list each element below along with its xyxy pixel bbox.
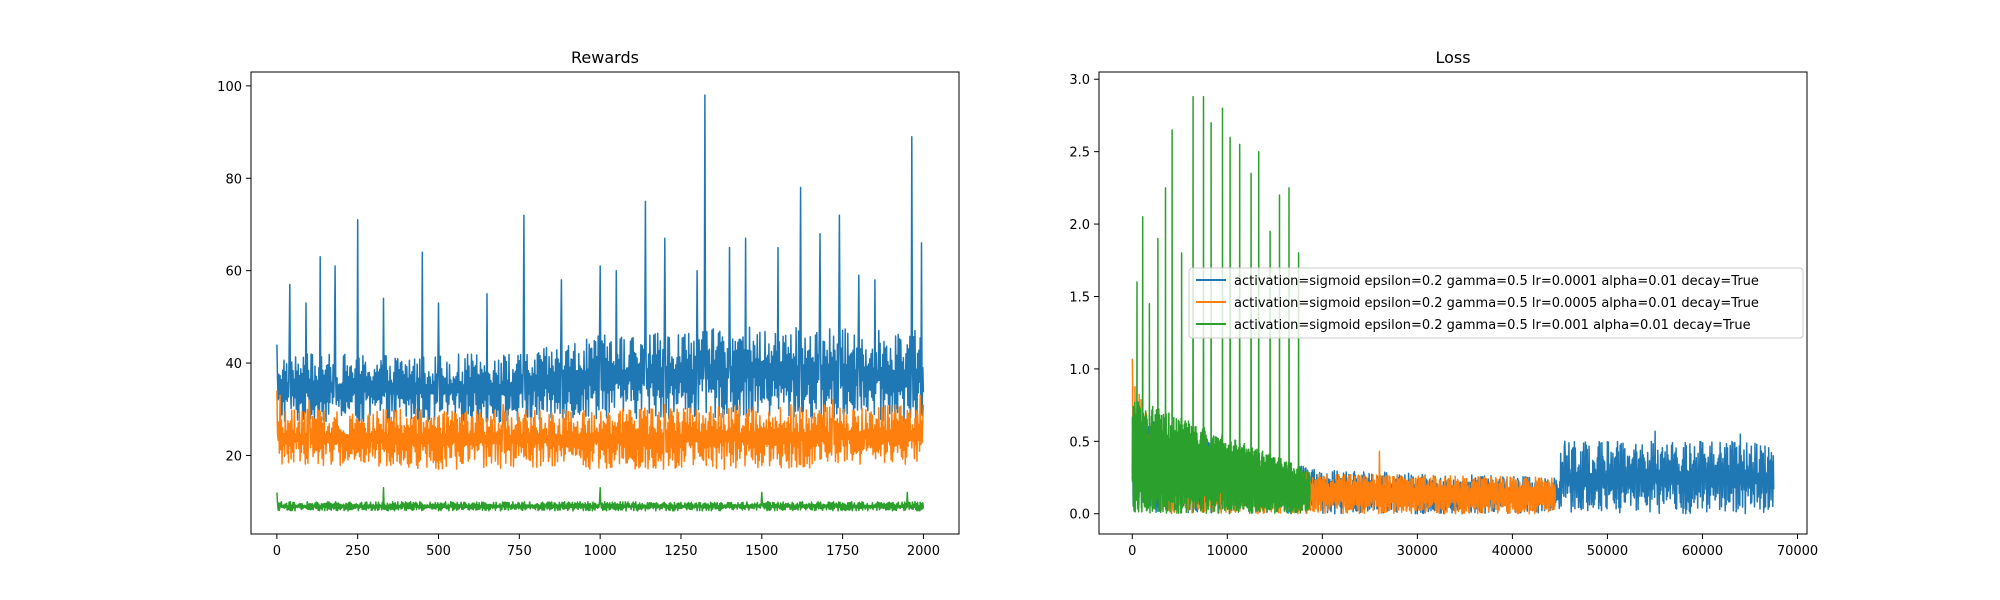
rewards-xtick-label: 0 — [273, 544, 281, 559]
rewards-xtick-label: 2000 — [907, 544, 940, 559]
rewards-ytick-label: 100 — [217, 80, 242, 95]
loss-xtick-label: 50000 — [1587, 544, 1628, 559]
loss-ytick-label: 0.5 — [1069, 435, 1090, 450]
rewards-xtick-label: 1750 — [826, 544, 859, 559]
rewards-series-2 — [276, 390, 925, 471]
loss-series-group — [1131, 95, 1775, 515]
rewards-ytick-label: 40 — [225, 357, 242, 372]
rewards-axis-ticks: 0 250 500 750 1000 1250 1500 1750 2000 20 40 60 80 10… — [217, 80, 940, 559]
rewards-xtick-label: 1500 — [745, 544, 778, 559]
loss-xtick-label: 70000 — [1777, 544, 1818, 559]
rewards-ytick-label: 60 — [225, 265, 242, 280]
rewards-title: Rewards — [571, 48, 639, 67]
legend-label-3: activation=sigmoid epsilon=0.2 gamma=0.5… — [1234, 318, 1751, 333]
loss-plot: Loss 0 10000 20000 30000 40000 50000 60000 7000… — [1069, 48, 1818, 559]
loss-axes-frame — [1098, 71, 1808, 535]
loss-axis-ticks: 0 10000 20000 30000 40000 50000 60000 70000 0.0 0… — [1069, 73, 1818, 559]
loss-ytick-label: 0.0 — [1069, 508, 1090, 523]
loss-ytick-label: 2.0 — [1069, 218, 1090, 233]
legend-label-2: activation=sigmoid epsilon=0.2 gamma=0.5… — [1234, 296, 1759, 311]
loss-xtick-label: 40000 — [1492, 544, 1533, 559]
loss-xtick-label: 0 — [1128, 544, 1136, 559]
loss-xtick-label: 60000 — [1682, 544, 1723, 559]
rewards-xtick-label: 750 — [507, 544, 532, 559]
rewards-plot: Rewards 0 250 500 750 1000 1250 1500 1750 2000 20… — [217, 48, 960, 559]
loss-title: Loss — [1435, 48, 1470, 67]
loss-ytick-label: 2.5 — [1069, 146, 1090, 161]
rewards-ytick-label: 20 — [225, 449, 242, 464]
loss-ytick-label: 1.5 — [1069, 290, 1090, 305]
rewards-ytick-label: 80 — [225, 172, 242, 187]
loss-series-3 — [1131, 95, 1311, 515]
rewards-axes-frame — [250, 71, 960, 535]
rewards-series-1 — [276, 94, 925, 424]
loss-xtick-label: 20000 — [1302, 544, 1343, 559]
rewards-xtick-label: 1000 — [584, 544, 617, 559]
rewards-xtick-label: 1250 — [664, 544, 697, 559]
loss-xtick-label: 10000 — [1207, 544, 1248, 559]
legend-frame — [1188, 267, 1804, 339]
loss-xtick-label: 30000 — [1397, 544, 1438, 559]
rewards-xtick-label: 250 — [345, 544, 370, 559]
loss-ytick-label: 3.0 — [1069, 73, 1090, 88]
rewards-series-3 — [276, 487, 925, 512]
rewards-series-group — [276, 94, 925, 512]
rewards-xtick-label: 500 — [426, 544, 451, 559]
loss-legend: activation=sigmoid epsilon=0.2 gamma=0.5… — [1188, 267, 1804, 339]
legend-label-1: activation=sigmoid epsilon=0.2 gamma=0.5… — [1234, 274, 1759, 289]
loss-ytick-label: 1.0 — [1069, 363, 1090, 378]
